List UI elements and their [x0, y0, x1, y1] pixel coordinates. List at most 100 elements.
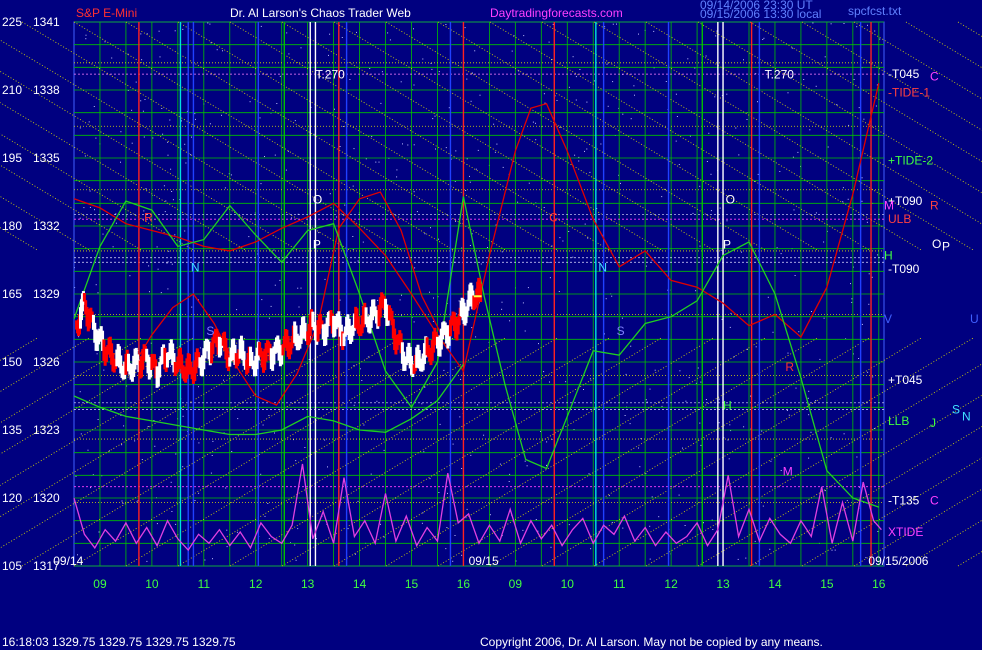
- chart-annotation: H: [723, 399, 732, 413]
- star-dot: [339, 299, 341, 301]
- star-dot: [755, 346, 757, 348]
- star-dot: [730, 312, 732, 314]
- star-dot: [354, 553, 356, 555]
- star-dot: [411, 316, 413, 318]
- star-dot: [396, 176, 398, 178]
- level-label: +TIDE-2: [888, 153, 933, 167]
- star-dot: [140, 33, 142, 35]
- star-dot: [808, 414, 810, 416]
- star-dot: [800, 165, 801, 167]
- star-dot: [604, 26, 606, 28]
- star-dot: [572, 256, 574, 258]
- star-dot: [724, 246, 726, 248]
- star-dot: [221, 114, 222, 116]
- star-dot: [432, 118, 434, 120]
- chart-annotation: R: [785, 360, 794, 374]
- star-dot: [150, 342, 152, 344]
- star-dot: [608, 495, 610, 497]
- date-label: 09/15: [469, 554, 499, 568]
- star-dot: [367, 356, 369, 358]
- star-dot: [532, 121, 534, 123]
- star-dot: [622, 527, 624, 529]
- star-dot: [695, 290, 697, 292]
- star-dot: [843, 23, 845, 24]
- star-dot: [165, 200, 167, 202]
- star-dot: [831, 549, 833, 551]
- star-dot: [146, 560, 148, 562]
- star-dot: [452, 443, 454, 445]
- star-dot: [856, 456, 858, 458]
- star-dot: [606, 63, 608, 65]
- star-dot: [423, 451, 425, 453]
- star-dot: [103, 369, 105, 371]
- star-dot: [123, 425, 125, 427]
- star-dot: [743, 59, 744, 61]
- star-dot: [209, 23, 211, 25]
- star-dot: [369, 68, 371, 69]
- star-dot: [568, 524, 570, 526]
- star-dot: [823, 241, 825, 243]
- star-dot: [371, 135, 373, 137]
- star-dot: [649, 388, 651, 390]
- x-tick-label: 14: [768, 577, 782, 591]
- star-dot: [431, 68, 433, 70]
- star-dot: [274, 432, 275, 434]
- star-dot: [84, 155, 86, 157]
- star-dot: [438, 71, 440, 73]
- x-tick-label: 13: [716, 577, 730, 591]
- star-dot: [633, 85, 635, 87]
- star-dot: [152, 137, 154, 139]
- star-dot: [383, 536, 385, 538]
- x-tick-label: 16: [457, 577, 471, 591]
- star-dot: [294, 120, 296, 122]
- star-dot: [79, 127, 81, 129]
- star-dot: [856, 26, 858, 28]
- star-dot: [607, 105, 609, 107]
- star-dot: [297, 528, 299, 530]
- site-link[interactable]: Daytradingforecasts.com: [490, 6, 623, 20]
- star-dot: [549, 277, 551, 279]
- star-dot: [874, 30, 876, 32]
- star-dot: [786, 410, 788, 411]
- star-dot: [667, 289, 669, 291]
- chart-annotation: N: [191, 260, 200, 274]
- planet-label: O: [932, 237, 941, 251]
- star-dot: [746, 119, 748, 120]
- chart-annotation: C: [549, 210, 558, 224]
- star-dot: [851, 301, 853, 303]
- star-dot: [692, 212, 694, 214]
- star-dot: [694, 67, 696, 69]
- star-dot: [474, 50, 476, 52]
- chart-annotation: P: [723, 238, 731, 252]
- star-dot: [846, 500, 848, 502]
- star-dot: [447, 492, 448, 494]
- star-dot: [381, 71, 383, 73]
- star-dot: [273, 249, 275, 251]
- star-dot: [584, 150, 585, 152]
- x-tick-label: 10: [561, 577, 575, 591]
- star-dot: [792, 156, 794, 158]
- price-bar: [189, 361, 193, 375]
- star-dot: [294, 544, 296, 546]
- star-dot: [747, 348, 748, 350]
- star-dot: [638, 447, 639, 449]
- star-dot: [237, 418, 239, 420]
- y-tick-label-left: 180: [2, 219, 22, 233]
- star-dot: [522, 529, 524, 531]
- star-dot: [830, 23, 832, 25]
- star-dot: [445, 147, 447, 149]
- star-dot: [867, 371, 869, 373]
- star-dot: [90, 487, 91, 489]
- star-dot: [679, 370, 681, 372]
- x-tick-label: 11: [613, 577, 626, 591]
- star-dot: [377, 299, 379, 301]
- y-tick-label-price: 1317: [33, 559, 60, 573]
- price-bar: [456, 318, 460, 335]
- star-dot: [446, 527, 448, 528]
- x-tick-label: 12: [664, 577, 678, 591]
- star-dot: [853, 79, 855, 80]
- star-dot: [712, 529, 714, 530]
- star-dot: [198, 442, 200, 444]
- star-dot: [356, 31, 357, 33]
- star-dot: [763, 37, 765, 39]
